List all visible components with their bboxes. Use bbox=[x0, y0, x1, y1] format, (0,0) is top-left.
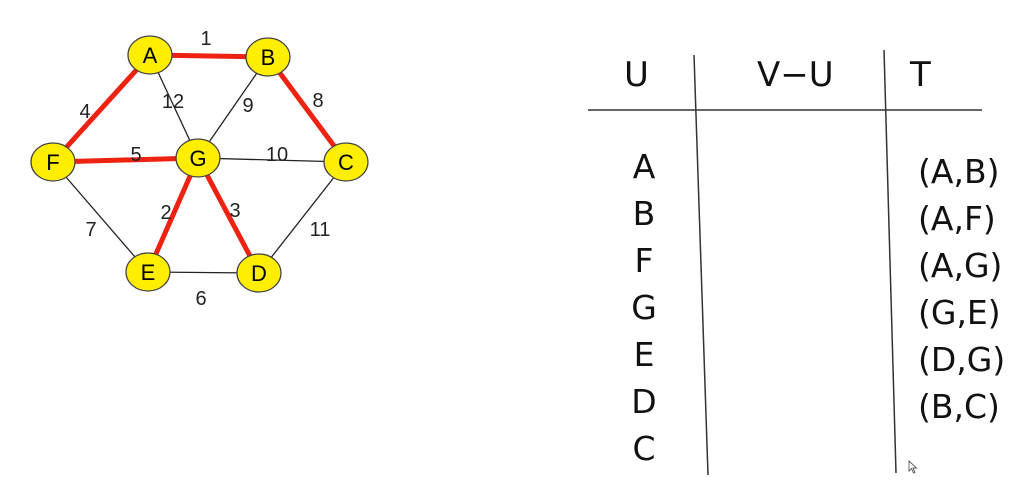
edge-weight-a-b: 1 bbox=[200, 28, 211, 50]
edge-a-f bbox=[51, 53, 152, 164]
u-cell: B bbox=[633, 194, 656, 233]
edge-weight-b-c: 8 bbox=[312, 90, 323, 112]
mouse-cursor-icon bbox=[908, 460, 918, 474]
t-cell: (G,E) bbox=[918, 293, 1001, 332]
u-cell: D bbox=[631, 382, 656, 421]
node-circle bbox=[245, 37, 291, 77]
u-cell: F bbox=[635, 241, 654, 280]
graph-diagram: 1 4 12 9 8 5 10 7 2 3 11 6 A B F G C E D bbox=[30, 28, 369, 310]
node-b: B bbox=[245, 37, 291, 77]
node-e: E bbox=[125, 252, 171, 292]
edge-weight-c-d: 11 bbox=[310, 219, 331, 241]
graph-nodes: A B F G C E D bbox=[30, 35, 369, 293]
t-cell: (A,G) bbox=[918, 246, 1002, 285]
edge-weight-f-e: 7 bbox=[85, 219, 96, 241]
header-t: T bbox=[909, 55, 931, 95]
edge-b-c bbox=[265, 55, 349, 164]
u-cell: A bbox=[633, 147, 656, 186]
node-circle bbox=[125, 252, 171, 292]
t-cell: (D,G) bbox=[918, 340, 1005, 379]
node-label: E bbox=[141, 260, 156, 285]
header-u: U bbox=[624, 55, 649, 95]
u-cell: E bbox=[634, 335, 655, 374]
node-label: F bbox=[46, 150, 59, 175]
u-cell: G bbox=[631, 288, 657, 327]
node-circle bbox=[323, 142, 369, 182]
t-cell: (B,C) bbox=[918, 387, 1000, 426]
node-f: F bbox=[30, 142, 76, 182]
t-cell: (A,B) bbox=[918, 152, 999, 191]
node-circle bbox=[127, 35, 173, 75]
edge-weight-g-d: 3 bbox=[229, 200, 240, 222]
edge-g-d bbox=[195, 156, 262, 275]
node-label: C bbox=[338, 150, 354, 175]
node-circle bbox=[236, 253, 282, 293]
edge-c-d bbox=[258, 161, 347, 274]
u-cell: C bbox=[632, 429, 655, 468]
t-cell: (A,F) bbox=[918, 199, 996, 238]
edge-weight-g-e: 2 bbox=[160, 202, 171, 224]
edge-weight-f-g: 5 bbox=[130, 144, 141, 166]
edge-weight-b-g: 9 bbox=[242, 95, 253, 117]
node-c: C bbox=[323, 142, 369, 182]
edge-f-g bbox=[52, 155, 199, 165]
table-column-divider-2 bbox=[883, 49, 897, 474]
node-a: A bbox=[127, 35, 173, 75]
edge-weight-a-g: 12 bbox=[162, 91, 184, 113]
t-column: (A,B) (A,F) (A,G) (G,E) (D,G) (B,C) bbox=[918, 152, 1005, 426]
node-g: G bbox=[175, 138, 221, 178]
graph-edge-weights: 1 4 12 9 8 5 10 7 2 3 11 6 bbox=[79, 28, 330, 310]
edge-weight-e-d: 6 bbox=[195, 288, 206, 310]
edge-g-c bbox=[197, 157, 347, 163]
node-label: B bbox=[261, 45, 276, 70]
node-d: D bbox=[236, 253, 282, 293]
node-circle bbox=[175, 138, 221, 178]
node-label: D bbox=[251, 261, 267, 286]
node-circle bbox=[30, 142, 76, 182]
edge-weight-g-c: 10 bbox=[266, 144, 288, 166]
node-label: G bbox=[189, 146, 206, 171]
header-v-minus-u: V−U bbox=[757, 55, 834, 95]
edge-g-e bbox=[145, 156, 201, 274]
node-label: A bbox=[143, 43, 158, 68]
edge-weight-a-f: 4 bbox=[79, 101, 90, 123]
edge-f-e bbox=[52, 161, 149, 273]
table-column-divider-1 bbox=[693, 54, 709, 476]
